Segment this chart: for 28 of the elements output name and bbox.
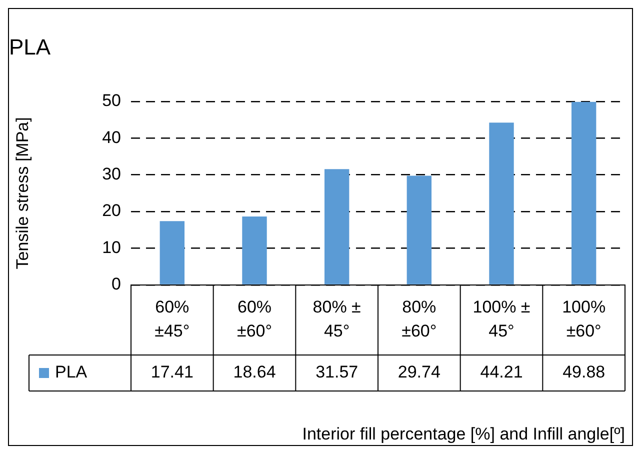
y-tick-label: 50 <box>102 91 121 110</box>
y-tick-label: 0 <box>112 274 121 294</box>
x-tick-label: 60% ±45° <box>154 298 190 341</box>
y-axis-title: Tensile stress [MPa] <box>12 117 32 270</box>
y-tick-label: 30 <box>102 164 121 184</box>
bar <box>489 122 514 284</box>
data-label: 44.21 <box>480 362 523 382</box>
y-tick-label: 40 <box>102 128 121 147</box>
x-tick-label: 80% ±60° <box>402 298 437 341</box>
bar <box>324 169 350 284</box>
chart-title: PLA <box>9 34 51 60</box>
y-tick-label: 10 <box>102 238 121 257</box>
data-label: 49.88 <box>562 362 606 382</box>
bar <box>160 221 185 284</box>
data-label: 29.74 <box>398 362 440 382</box>
bar <box>406 176 432 284</box>
data-label: 18.64 <box>233 362 276 382</box>
y-tick-label: 20 <box>102 201 121 220</box>
x-tick-label: 100% ± 45° <box>472 298 530 341</box>
data-label: 31.57 <box>316 362 358 382</box>
legend-label: PLA <box>55 362 88 382</box>
x-tick-label: 80% ± 45° <box>312 298 361 341</box>
bar <box>242 216 267 284</box>
x-tick-label: 100% ±60° <box>562 298 606 341</box>
x-tick-label: 60% ±60° <box>236 298 272 341</box>
bar <box>571 102 596 284</box>
x-axis-title: Interior fill percentage [%] and Infill angle[º] <box>302 424 625 444</box>
data-label: 17.41 <box>150 362 194 382</box>
